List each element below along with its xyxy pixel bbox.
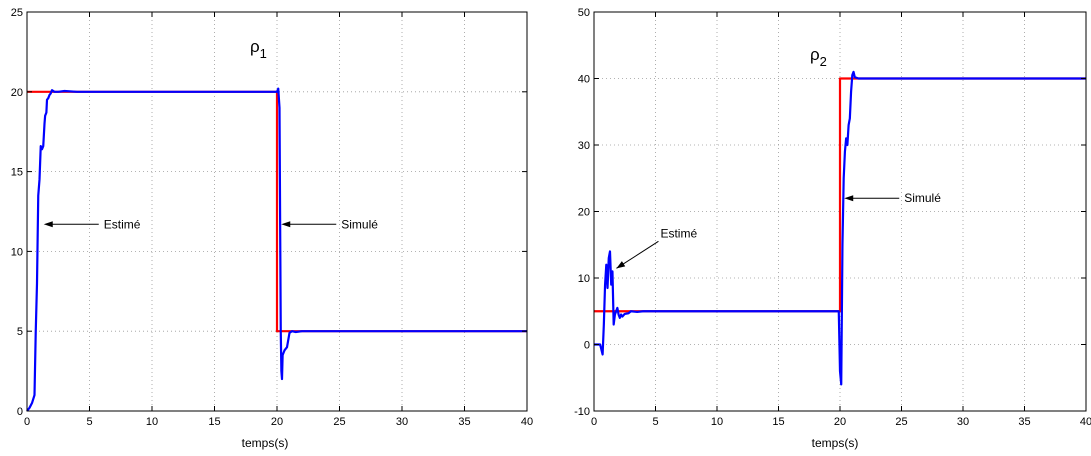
- x-tick-label: 5: [652, 416, 658, 428]
- x-tick-label: 40: [521, 416, 533, 428]
- annotation-arrowhead: [616, 261, 626, 269]
- annotation-label: Simulé: [341, 217, 378, 231]
- annotation-arrowhead: [281, 221, 291, 228]
- y-tick-label: 15: [11, 167, 23, 179]
- y-tick-label: 10: [578, 273, 590, 285]
- series-line-1: [27, 90, 527, 333]
- x-tick-label: 20: [271, 416, 283, 428]
- y-tick-label: 10: [11, 246, 23, 258]
- annotation-arrowhead: [844, 195, 854, 202]
- series-line-2: [26, 87, 527, 412]
- x-axis-label: temps(s): [242, 436, 289, 450]
- annotation-label: Simulé: [904, 191, 941, 205]
- y-tick-label: 20: [11, 87, 23, 99]
- y-tick-label: 0: [17, 406, 23, 418]
- y-tick-label: 20: [578, 207, 590, 219]
- y-tick-label: 50: [578, 7, 590, 19]
- y-tick-label: 5: [17, 326, 23, 338]
- x-tick-label: 30: [957, 416, 969, 428]
- x-tick-label: 10: [711, 416, 723, 428]
- x-tick-label: 35: [458, 416, 470, 428]
- y-tick-label: 30: [578, 140, 590, 152]
- x-tick-label: 10: [146, 416, 158, 428]
- x-tick-label: 5: [86, 416, 92, 428]
- x-tick-label: 15: [772, 416, 784, 428]
- x-tick-label: 40: [1080, 416, 1091, 428]
- chart-title: ρ2: [810, 45, 827, 69]
- annotation-label: Estimé: [104, 217, 141, 231]
- series-line-2: [594, 70, 1086, 386]
- x-tick-label: 0: [591, 416, 597, 428]
- x-tick-label: 35: [1018, 416, 1030, 428]
- x-tick-label: 30: [396, 416, 408, 428]
- y-tick-label: 0: [584, 340, 590, 352]
- x-tick-label: 15: [208, 416, 220, 428]
- x-axis-label: temps(s): [812, 436, 859, 450]
- chart-title: ρ1: [250, 37, 267, 61]
- y-tick-label: 40: [578, 74, 590, 86]
- annotation-arrowhead: [43, 221, 53, 228]
- y-tick-label: 25: [11, 7, 23, 19]
- x-tick-label: 0: [24, 416, 30, 428]
- series-line-1: [594, 77, 1086, 313]
- chart-rho2: 0 5 10 15 20 25 30 35 40-1001020304050temps(s)ρ2…: [574, 7, 1091, 450]
- annotation-label: Estimé: [660, 226, 697, 240]
- x-tick-label: 25: [895, 416, 907, 428]
- x-tick-label: 20: [834, 416, 846, 428]
- chart-rho1: 0 5 10 15 20 25 30 35 40 0 5 10 15 20 25 temps(s) ρ1 Esti…: [11, 7, 533, 450]
- y-tick-label: -10: [574, 406, 590, 418]
- x-tick-label: 25: [333, 416, 345, 428]
